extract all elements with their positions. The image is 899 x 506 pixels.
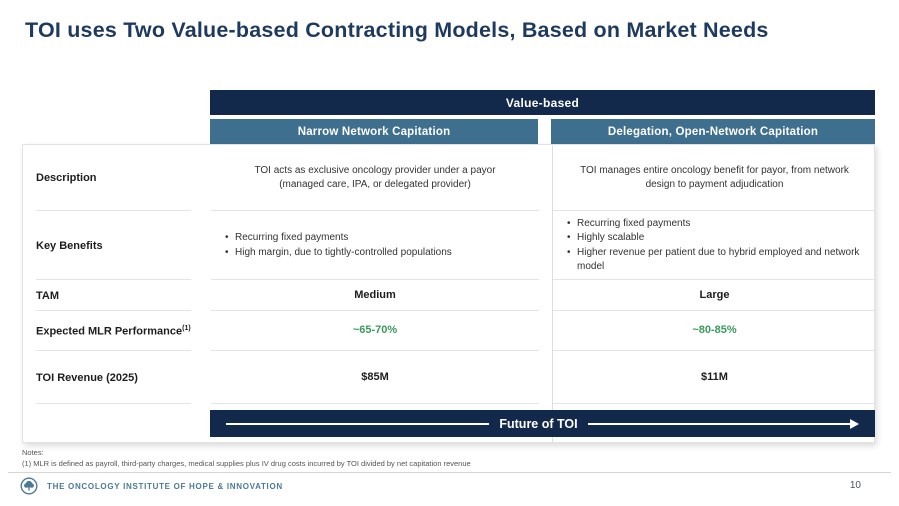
cell-key-benefits-delegation: Recurring fixed payments Highly scalable… xyxy=(552,211,876,280)
row-label-description: Description xyxy=(23,145,211,211)
cell-mlr-narrow: ~65-70% xyxy=(211,311,539,351)
column-gap xyxy=(539,280,552,311)
column-header-label: Narrow Network Capitation xyxy=(297,125,451,138)
footer-divider xyxy=(8,472,891,473)
value-based-group-header: Value-based xyxy=(210,90,875,115)
future-of-toi-label: Future of TOI xyxy=(499,416,578,431)
column-gap xyxy=(539,311,552,351)
row-label-tam: TAM xyxy=(23,280,211,311)
company-name: THE ONCOLOGY INSTITUTE OF HOPE & INNOVAT… xyxy=(47,481,283,491)
arrow-line-right xyxy=(587,422,851,425)
cell-key-benefits-narrow: Recurring fixed payments High margin, du… xyxy=(211,211,539,280)
footnote-1: (1) MLR is defined as payroll, third-par… xyxy=(22,458,471,468)
row-label-expected-mlr-performance: Expected MLR Performance(1) xyxy=(23,311,211,351)
cell-tam-narrow: Medium xyxy=(211,280,539,311)
future-of-toi-arrow-banner: Future of TOI xyxy=(210,410,875,437)
benefit-item: Highly scalable xyxy=(567,231,644,246)
column-gap xyxy=(539,351,552,404)
slide-title: TOI uses Two Value-based Contracting Mod… xyxy=(25,18,769,42)
column-header-delegation-open-network: Delegation, Open-Network Capitation xyxy=(551,119,875,144)
value-based-group-header-label: Value-based xyxy=(505,95,580,110)
footnotes: Notes: (1) MLR is defined as payroll, th… xyxy=(22,448,471,469)
cell-mlr-delegation: ~80-85% xyxy=(552,311,876,351)
page-number: 10 xyxy=(849,480,861,491)
benefit-item: Higher revenue per patient due to hybrid… xyxy=(567,246,866,275)
arrow-right-icon xyxy=(850,418,859,429)
benefit-item: Recurring fixed payments xyxy=(567,217,690,232)
column-header-label: Delegation, Open-Network Capitation xyxy=(607,125,819,138)
row-label-key-benefits: Key Benefits xyxy=(23,211,211,280)
comparison-table: Description TOI acts as exclusive oncolo… xyxy=(22,144,876,443)
cell-tam-delegation: Large xyxy=(552,280,876,311)
cell-revenue-narrow: $85M xyxy=(211,351,539,404)
toi-tree-logo-icon xyxy=(20,477,38,495)
footnote-marker: (1) xyxy=(182,324,191,332)
benefit-item: Recurring fixed payments xyxy=(225,231,348,246)
benefit-item: High margin, due to tightly-controlled p… xyxy=(225,246,452,261)
footer: THE ONCOLOGY INSTITUTE OF HOPE & INNOVAT… xyxy=(20,477,283,495)
cell-description-narrow: TOI acts as exclusive oncology provider … xyxy=(211,145,539,211)
row-label-toi-revenue-2025: TOI Revenue (2025) xyxy=(23,351,211,404)
arrow-line-left xyxy=(226,422,490,425)
panel-bottom-spacer xyxy=(23,404,211,442)
column-header-narrow-network-capitation: Narrow Network Capitation xyxy=(210,119,538,144)
footnotes-heading: Notes: xyxy=(22,448,44,457)
column-gap xyxy=(539,145,552,211)
cell-revenue-delegation: $11M xyxy=(552,351,876,404)
column-gap xyxy=(539,211,552,280)
cell-description-delegation: TOI manages entire oncology benefit for … xyxy=(552,145,876,211)
